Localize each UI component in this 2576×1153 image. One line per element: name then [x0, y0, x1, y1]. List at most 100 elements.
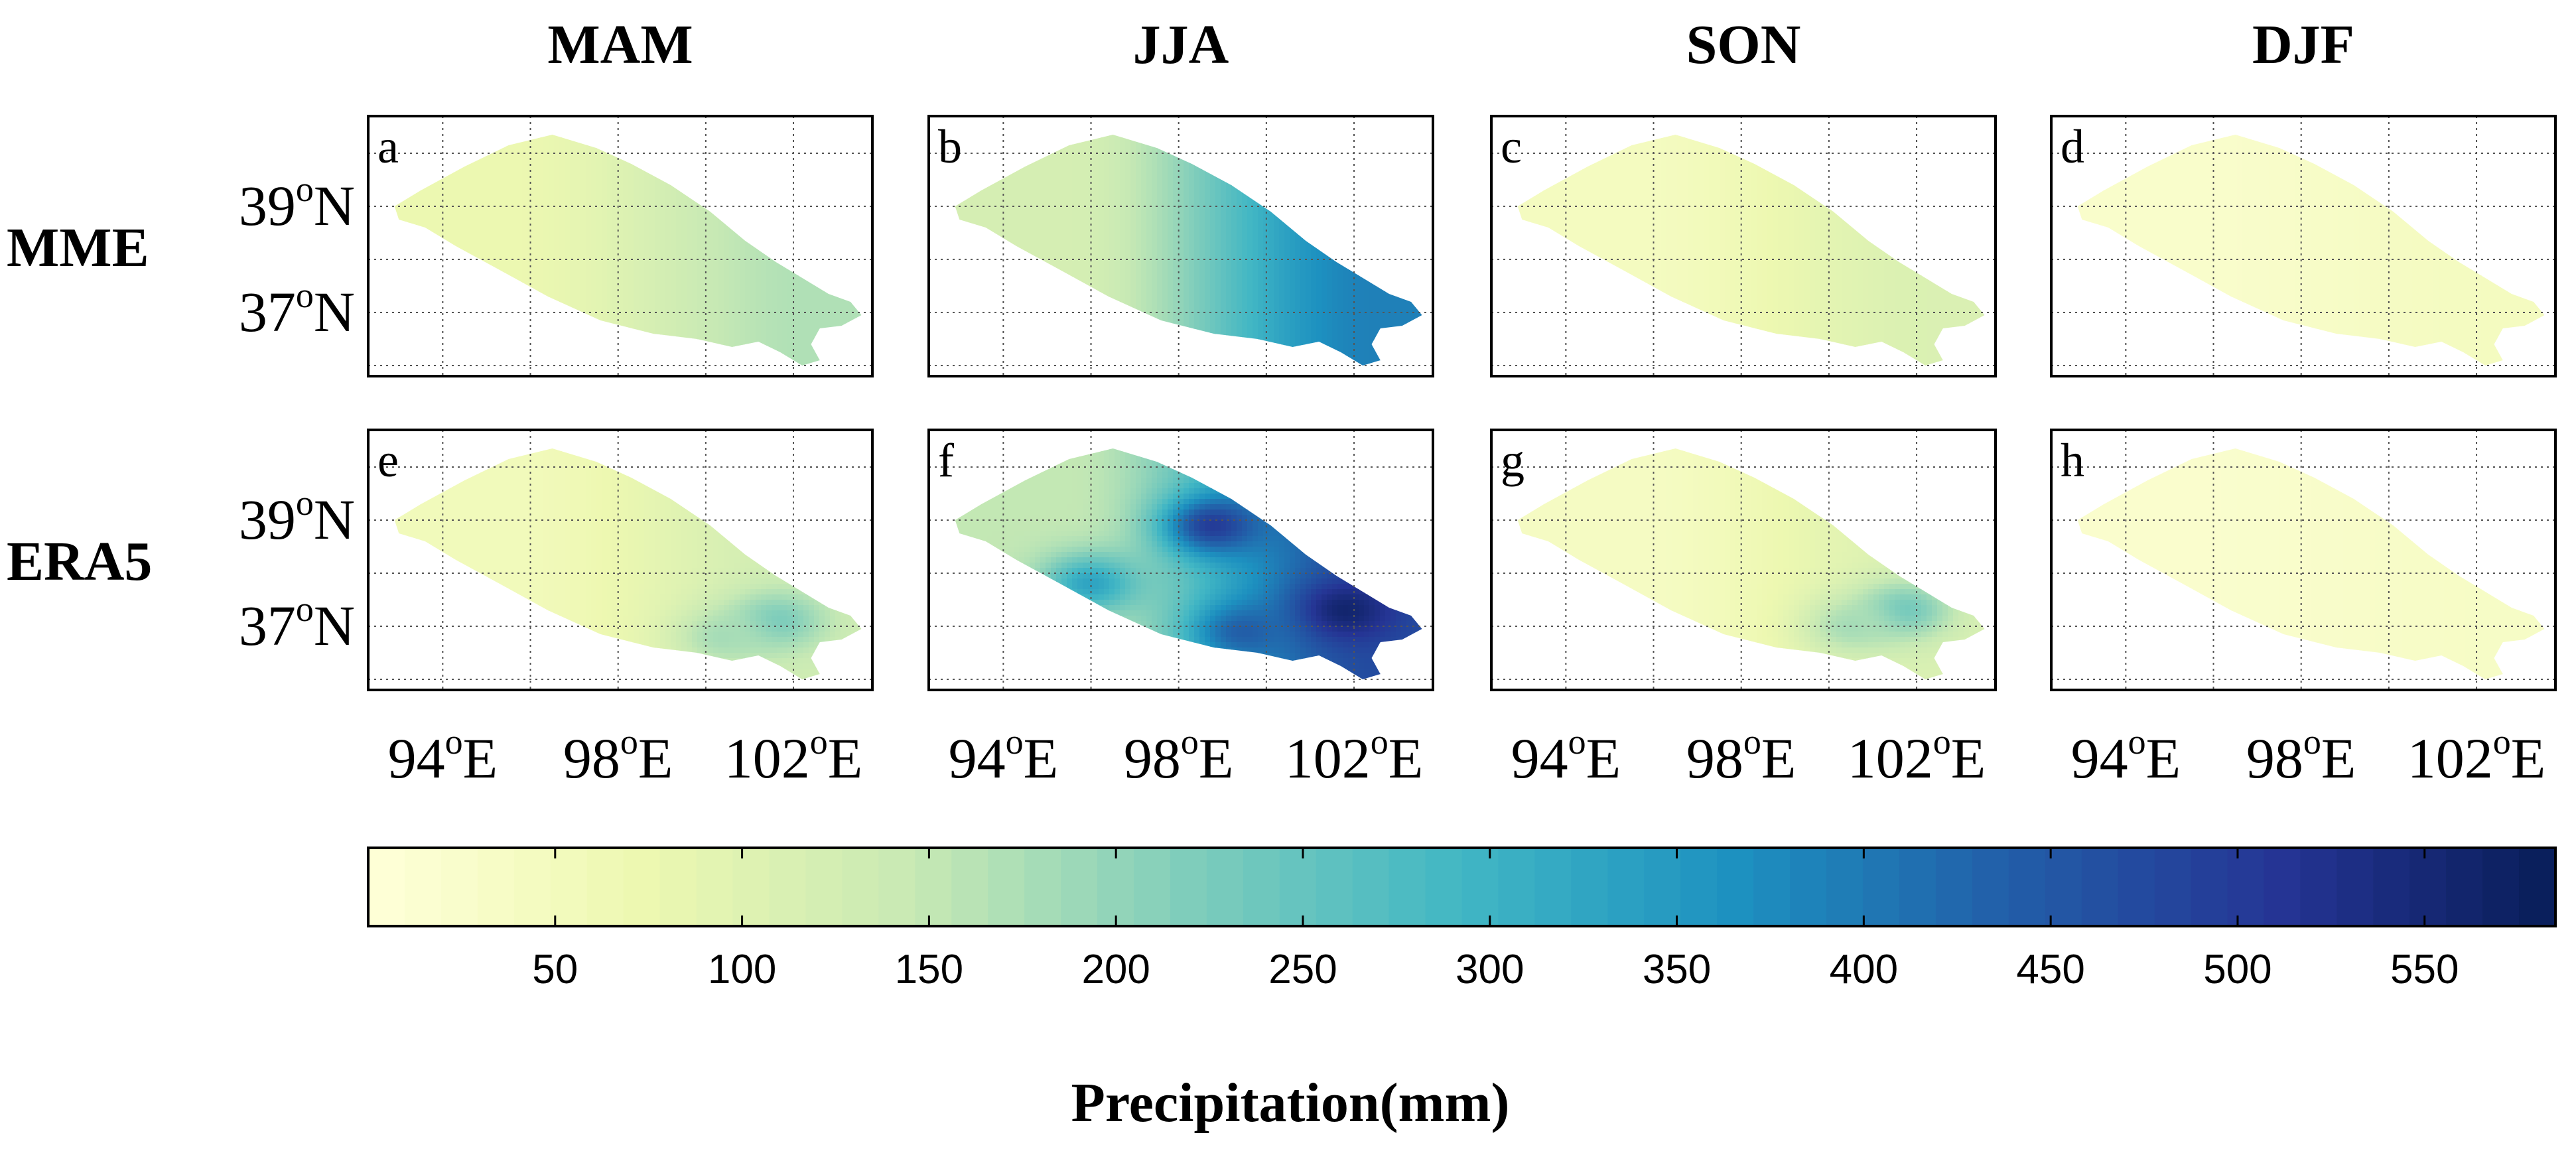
- season-header-mam: MAM: [547, 14, 693, 76]
- lon-tick-label: 94oE: [1511, 722, 1621, 790]
- colorbar-step: [2519, 848, 2556, 926]
- panel-letter: f: [938, 434, 954, 487]
- panel-letter: c: [1501, 120, 1522, 173]
- panel-f: f: [927, 429, 1434, 691]
- colorbar-step: [2373, 848, 2410, 926]
- panel-g: g: [1490, 429, 1997, 691]
- colorbar-tick-label: 350: [1643, 947, 1711, 992]
- colorbar-step: [1206, 848, 1244, 926]
- colorbar-step: [1972, 848, 2009, 926]
- lon-tick-label: 102oE: [1285, 722, 1424, 790]
- colorbar-tick-label: 300: [1456, 947, 1524, 992]
- colorbar-step: [1571, 848, 1609, 926]
- lon-tick-label: 94oE: [2071, 722, 2181, 790]
- season-header-son: SON: [1686, 14, 1801, 76]
- lon-tick-label: 94oE: [388, 722, 498, 790]
- panel-d: d: [2050, 115, 2557, 377]
- colorbar-step: [2337, 848, 2374, 926]
- panel-letter: h: [2061, 434, 2084, 487]
- colorbar-step: [2227, 848, 2265, 926]
- colorbar-step: [368, 848, 405, 926]
- colorbar-step: [1425, 848, 1463, 926]
- lon-tick-label: 98oE: [1686, 722, 1796, 790]
- colorbar-step: [2409, 848, 2447, 926]
- panel-e: e: [367, 429, 874, 691]
- colorbar-step: [1316, 848, 1353, 926]
- colorbar-step: [2446, 848, 2483, 926]
- colorbar-step: [696, 848, 734, 926]
- colorbar-step: [878, 848, 916, 926]
- lon-tick-label: 94oE: [949, 722, 1059, 790]
- colorbar-step: [1935, 848, 1973, 926]
- colorbar-step: [513, 848, 551, 926]
- gridlines: [2051, 430, 2555, 690]
- colorbar-step: [1024, 848, 1061, 926]
- colorbar-step: [988, 848, 1025, 926]
- colorbar-step: [951, 848, 988, 926]
- season-headers: MAM JJA SON DJF: [547, 14, 2354, 76]
- colorbar-step: [1753, 848, 1791, 926]
- panel-frame: [1490, 429, 1997, 691]
- panel-letter: b: [938, 120, 962, 173]
- colorbar-step: [1279, 848, 1317, 926]
- latitude-labels: 39oN 37oN 39oN 37oN: [239, 169, 355, 657]
- panel-frame: [927, 115, 1434, 377]
- colorbar-step: [1498, 848, 1536, 926]
- lat-tick-label: 37oN: [239, 275, 355, 344]
- colorbar-tick-label: 550: [2390, 947, 2459, 992]
- colorbar-tick-label: 450: [2016, 947, 2084, 992]
- colorbar-step: [2045, 848, 2082, 926]
- colorbar-step: [586, 848, 624, 926]
- colorbar-step: [1534, 848, 1572, 926]
- colorbar-step: [1862, 848, 1900, 926]
- lon-tick-label: 102oE: [724, 722, 863, 790]
- colorbar-tick-label: 200: [1081, 947, 1150, 992]
- gridlines: [929, 430, 1433, 690]
- colorbar-step: [915, 848, 952, 926]
- colorbar-step: [659, 848, 697, 926]
- gridlines: [929, 116, 1433, 376]
- colorbar-step: [623, 848, 661, 926]
- panel-letter: g: [1501, 434, 1525, 487]
- gridlines: [1491, 116, 1996, 376]
- lon-tick-label: 98oE: [1124, 722, 1234, 790]
- season-header-djf: DJF: [2252, 14, 2354, 76]
- colorbar-step: [1133, 848, 1171, 926]
- colorbar-step: [2118, 848, 2155, 926]
- panel-h: h: [2050, 429, 2557, 691]
- panel-b: b: [927, 115, 1434, 377]
- colorbar-title: Precipitation(mm): [1071, 1072, 1510, 1134]
- colorbar-step: [2264, 848, 2301, 926]
- colorbar-step: [2154, 848, 2192, 926]
- row-label-era5: ERA5: [7, 531, 152, 592]
- colorbar-tick-label: 50: [532, 947, 578, 992]
- lat-tick-label: 37oN: [239, 589, 355, 657]
- colorbar-step: [441, 848, 478, 926]
- colorbar: 50 100 150 200 250 300 350 400 450 500 550: [367, 847, 2557, 992]
- colorbar-tick-label: 400: [1830, 947, 1898, 992]
- gridlines: [1491, 430, 1996, 690]
- panel-frame: [927, 429, 1434, 691]
- row-labels: MME ERA5: [7, 217, 152, 592]
- colorbar-step: [1061, 848, 1098, 926]
- colorbar-step: [2081, 848, 2119, 926]
- lat-tick-label: 39oN: [239, 169, 355, 237]
- colorbar-frame: [367, 847, 2557, 927]
- panel-frame: [367, 115, 874, 377]
- colorbar-tick-label: 150: [895, 947, 963, 992]
- season-header-jja: JJA: [1133, 14, 1229, 76]
- colorbar-step: [1826, 848, 1864, 926]
- colorbar-step: [2008, 848, 2046, 926]
- map-panels: a b c d e f g h: [367, 115, 2557, 691]
- panel-letter: d: [2061, 120, 2084, 173]
- colorbar-step: [1717, 848, 1754, 926]
- panel-frame: [2050, 429, 2557, 691]
- panel-frame: [2050, 115, 2557, 377]
- colorbar-step: [477, 848, 515, 926]
- colorbar-step: [1607, 848, 1645, 926]
- colorbar-step: [404, 848, 442, 926]
- gridlines: [368, 430, 872, 690]
- gridlines: [2051, 116, 2555, 376]
- lon-tick-label: 102oE: [1848, 722, 1986, 790]
